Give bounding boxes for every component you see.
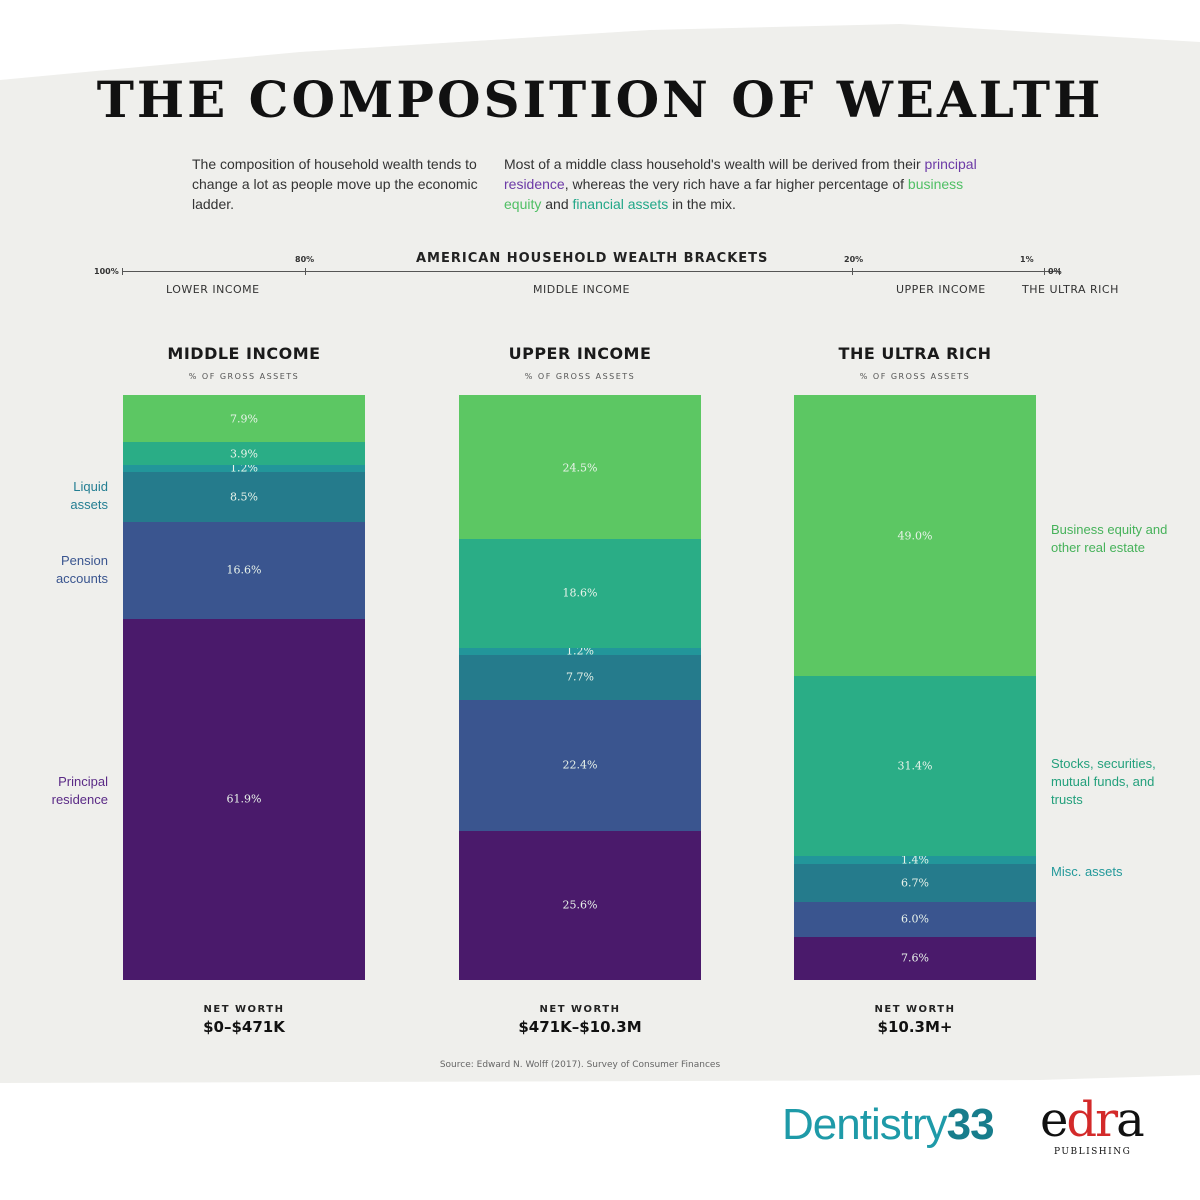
intro-right: Most of a middle class household's wealt…: [504, 154, 994, 214]
bracket-pct-100: 100%: [94, 267, 119, 276]
net-worth-label-upper: NET WORTH: [539, 1004, 621, 1015]
bracket-label-lower-income: LOWER INCOME: [166, 283, 260, 296]
bar-value-label: 16.6%: [226, 563, 262, 577]
intro-right-text-3: and: [545, 196, 569, 212]
bar-segment-business-equity-and-other-real-estate: [459, 395, 701, 540]
bar-value-label: 61.9%: [226, 792, 262, 806]
bracket-pct-80: 80%: [295, 255, 315, 264]
panel-subtitle-upper-income: % OF GROSS ASSETS: [524, 372, 636, 381]
bar-segment-stocks-securities-mutual-funds-and-trusts: [459, 538, 701, 648]
net-worth-value-upper: $471K–$10.3M: [518, 1018, 642, 1036]
panel-title-middle-income: MIDDLE INCOME: [167, 344, 321, 363]
bar-segment-business-equity-and-other-real-estate: [123, 395, 365, 443]
bar-segment-misc-assets: [794, 855, 1036, 864]
bracket-heading: AMERICAN HOUSEHOLD WEALTH BRACKETS: [408, 251, 777, 266]
bar-value-label: 6.0%: [901, 912, 929, 926]
stacked-column-upper-income: 25.6% 22.4% 7.7% 1.2% 18.6% 24.5%: [459, 395, 701, 980]
bar-segment-business-equity-and-other-real-estate: [794, 395, 1036, 677]
intro-left: The composition of household wealth tend…: [192, 154, 482, 214]
page-title: THE COMPOSITION OF WEALTH: [96, 70, 1104, 129]
bar-value-label: 18.6%: [562, 586, 598, 600]
bracket-label-middle-income: MIDDLE INCOME: [533, 283, 631, 296]
intro-right-text-4: in the mix.: [672, 196, 736, 212]
net-worth-label-middle: NET WORTH: [203, 1004, 285, 1015]
bar-value-label: 6.7%: [901, 876, 929, 890]
bar-segment-liquid-assets: [794, 863, 1036, 903]
bracket-tick-1: [1044, 268, 1045, 275]
bar-value-label: 3.9%: [230, 447, 258, 461]
bar-segment-principal-residence: [794, 935, 1036, 980]
bar-segment-pension-accounts: [459, 699, 701, 831]
source-note: Source: Edward N. Wolff (2017). Survey o…: [439, 1060, 721, 1070]
bracket-pct-0: 0%: [1048, 267, 1062, 276]
highlight-principal-residence: principal residence: [504, 156, 977, 192]
bracket-label-upper-income: UPPER INCOME: [896, 283, 986, 296]
intro-left-text: The composition of household wealth tend…: [192, 156, 478, 212]
bar-segment-liquid-assets: [459, 654, 701, 700]
bar-segment-stocks-securities-mutual-funds-and-trusts: [123, 441, 365, 465]
bar-value-label: 1.2%: [230, 461, 258, 475]
bar-value-label: 24.5%: [562, 461, 598, 475]
bar-value-label: 49.0%: [897, 529, 933, 543]
net-worth-value-middle: $0–$471K: [203, 1018, 285, 1036]
bar-value-label: 25.6%: [562, 898, 598, 912]
stacked-column-middle-income: 61.9% 16.6% 8.5% 1.2% 3.9% 7.9%: [123, 395, 365, 980]
intro-right-text-1: Most of a middle class household's wealt…: [504, 156, 921, 172]
bar-value-label: 22.4%: [562, 758, 598, 772]
net-worth-label-ultra: NET WORTH: [874, 1004, 956, 1015]
edra-logo: edra: [1040, 1092, 1145, 1148]
highlight-business-equity: business equity: [504, 176, 964, 212]
stacked-column-ultra-rich: 7.6% 6.0% 6.7% 1.4% 31.4% 49.0%: [794, 395, 1036, 980]
bar-value-label: 7.6%: [901, 951, 929, 965]
bar-segment-liquid-assets: [123, 471, 365, 522]
bar-value-label: 1.4%: [901, 853, 929, 867]
bar-segment-pension-accounts: [123, 520, 365, 619]
panel-title-ultra-rich: THE ULTRA RICH: [838, 344, 992, 363]
bracket-pct-20: 20%: [844, 255, 864, 264]
bracket-tick-80: [305, 268, 306, 275]
bar-segment-misc-assets: [123, 464, 365, 472]
bar-value-label: 31.4%: [897, 759, 933, 773]
side-label-misc-assets: Misc. assets: [1051, 864, 1123, 879]
panel-title-upper-income: UPPER INCOME: [508, 344, 652, 363]
side-label-business-equity: Business equity and other real estate: [1051, 522, 1168, 555]
bracket-label-ultra-rich: THE ULTRA RICH: [1022, 283, 1119, 296]
side-label-stocks: Stocks, securities, mutual funds, and tr…: [1051, 756, 1156, 807]
bracket-tick-0: [1059, 268, 1060, 275]
bar-segment-pension-accounts: [794, 901, 1036, 937]
bar-value-label: 7.9%: [230, 412, 258, 426]
edra-logo-e: e: [1040, 1092, 1068, 1148]
side-label-principal-residence: Principal residence: [51, 774, 108, 807]
bar-value-label: 8.5%: [230, 490, 258, 504]
bracket-axis-line: [122, 271, 1060, 272]
bracket-tick-100: [122, 268, 123, 275]
dentistry33-logo: Dentistry33: [782, 1100, 995, 1150]
edra-logo-dr: dr: [1066, 1092, 1118, 1148]
panel-subtitle-ultra-rich: % OF GROSS ASSETS: [859, 372, 971, 381]
bar-segment-misc-assets: [459, 647, 701, 655]
bracket-pct-1: 1%: [1020, 255, 1034, 264]
side-label-liquid-assets: Liquid assets: [70, 479, 108, 512]
intro-right-text-2: , whereas the very rich have a far highe…: [564, 176, 905, 192]
panel-subtitle-middle-income: % OF GROSS ASSETS: [188, 372, 300, 381]
highlight-financial-assets: financial assets: [572, 196, 669, 212]
bar-value-label: 7.7%: [566, 670, 594, 684]
side-label-pension-accounts: Pension accounts: [55, 553, 108, 586]
bar-value-label: 1.2%: [566, 644, 594, 658]
net-worth-value-ultra: $10.3M+: [877, 1018, 953, 1036]
dentistry33-logo-number: 33: [946, 1100, 995, 1149]
bar-segment-principal-residence: [459, 829, 701, 980]
bracket-tick-20: [852, 268, 853, 275]
bar-segment-principal-residence: [123, 617, 365, 980]
edra-publishing-text: PUBLISHING: [1054, 1147, 1132, 1157]
edra-logo-a: a: [1116, 1092, 1145, 1148]
dentistry33-logo-text: Dentistry: [782, 1100, 948, 1149]
bar-segment-stocks-securities-mutual-funds-and-trusts: [794, 675, 1036, 856]
